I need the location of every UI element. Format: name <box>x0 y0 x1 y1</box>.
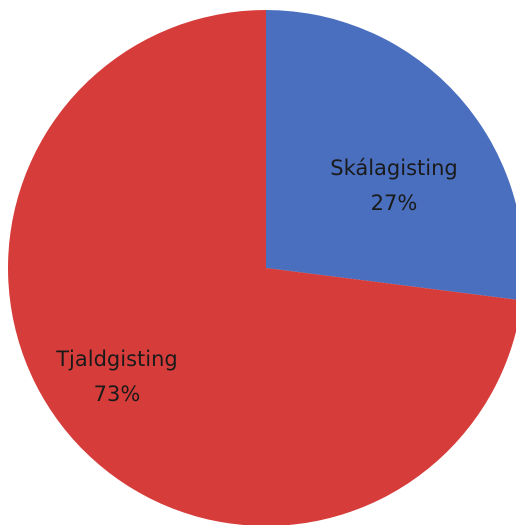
pie-slices <box>8 10 516 525</box>
pie-labels: Skálagisting 27% Tjaldgisting 73% <box>55 156 458 406</box>
slice-label-value-1: 73% <box>94 382 141 406</box>
slice-label-name-0: Skálagisting <box>330 156 458 180</box>
pie-slice-0 <box>266 10 516 300</box>
slice-label-name-1: Tjaldgisting <box>55 347 178 371</box>
slice-label-value-0: 27% <box>371 191 418 215</box>
pie-slice-1 <box>8 10 516 525</box>
